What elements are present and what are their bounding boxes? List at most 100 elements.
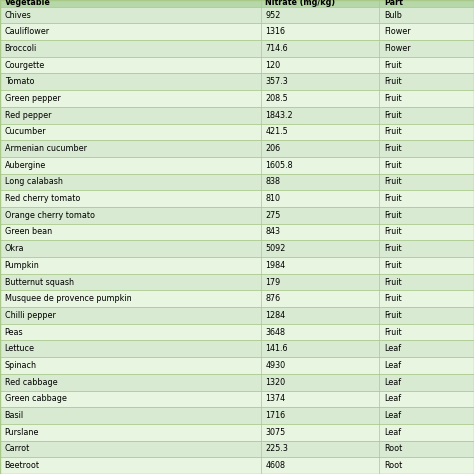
Text: Fruit: Fruit — [384, 77, 401, 86]
Bar — [0, 240, 474, 257]
Text: Cucumber: Cucumber — [5, 128, 46, 137]
Bar — [0, 57, 474, 73]
Text: Basil: Basil — [5, 411, 24, 420]
Text: 3648: 3648 — [265, 328, 285, 337]
Text: 1716: 1716 — [265, 411, 285, 420]
Text: 275: 275 — [265, 211, 281, 220]
Bar — [0, 0, 474, 7]
Text: 952: 952 — [265, 10, 281, 19]
Text: 843: 843 — [265, 228, 281, 237]
Text: Bulb: Bulb — [384, 10, 402, 19]
Text: Cauliflower: Cauliflower — [5, 27, 50, 36]
Text: Fruit: Fruit — [384, 144, 401, 153]
Bar — [0, 257, 474, 273]
Text: Chives: Chives — [5, 10, 31, 19]
Text: 4608: 4608 — [265, 461, 285, 470]
Text: 838: 838 — [265, 177, 281, 186]
Text: Chilli pepper: Chilli pepper — [5, 311, 55, 320]
Text: Leaf: Leaf — [384, 428, 401, 437]
Text: 179: 179 — [265, 278, 281, 287]
Text: Red cabbage: Red cabbage — [5, 378, 57, 387]
Bar — [0, 291, 474, 307]
Text: 1316: 1316 — [265, 27, 285, 36]
Text: Flower: Flower — [384, 27, 410, 36]
Bar — [0, 90, 474, 107]
Bar — [0, 424, 474, 441]
Bar — [0, 374, 474, 391]
Text: Aubergine: Aubergine — [5, 161, 46, 170]
Bar — [0, 391, 474, 407]
Bar — [0, 357, 474, 374]
Text: Nitrate (mg/kg): Nitrate (mg/kg) — [265, 0, 336, 7]
Text: 1374: 1374 — [265, 394, 285, 403]
Text: Fruit: Fruit — [384, 278, 401, 287]
Text: Armenian cucumber: Armenian cucumber — [5, 144, 87, 153]
Text: Peas: Peas — [5, 328, 23, 337]
Text: Red pepper: Red pepper — [5, 110, 51, 119]
Bar — [0, 140, 474, 157]
Text: Green pepper: Green pepper — [5, 94, 61, 103]
Text: Fruit: Fruit — [384, 211, 401, 220]
Text: Fruit: Fruit — [384, 228, 401, 237]
Text: Leaf: Leaf — [384, 344, 401, 353]
Bar — [0, 73, 474, 90]
Text: 3075: 3075 — [265, 428, 286, 437]
Text: Long calabash: Long calabash — [5, 177, 63, 186]
Text: Fruit: Fruit — [384, 244, 401, 253]
Text: 5092: 5092 — [265, 244, 286, 253]
Bar — [0, 7, 474, 23]
Text: Green cabbage: Green cabbage — [5, 394, 67, 403]
Text: Fruit: Fruit — [384, 161, 401, 170]
Bar — [0, 124, 474, 140]
Text: Leaf: Leaf — [384, 394, 401, 403]
Text: Leaf: Leaf — [384, 411, 401, 420]
Text: Fruit: Fruit — [384, 177, 401, 186]
Text: 357.3: 357.3 — [265, 77, 288, 86]
Text: Fruit: Fruit — [384, 94, 401, 103]
Text: Fruit: Fruit — [384, 328, 401, 337]
Bar — [0, 324, 474, 340]
Bar — [0, 407, 474, 424]
Text: 141.6: 141.6 — [265, 344, 288, 353]
Text: Broccoli: Broccoli — [5, 44, 37, 53]
Text: 206: 206 — [265, 144, 281, 153]
Text: 1843.2: 1843.2 — [265, 110, 293, 119]
Text: Purslane: Purslane — [5, 428, 39, 437]
Text: Fruit: Fruit — [384, 294, 401, 303]
Text: Fruit: Fruit — [384, 110, 401, 119]
Text: Lettuce: Lettuce — [5, 344, 35, 353]
Text: Leaf: Leaf — [384, 361, 401, 370]
Text: Part: Part — [384, 0, 403, 7]
Text: Fruit: Fruit — [384, 261, 401, 270]
Bar — [0, 173, 474, 190]
Text: Spinach: Spinach — [5, 361, 37, 370]
Text: 421.5: 421.5 — [265, 128, 288, 137]
Text: 1605.8: 1605.8 — [265, 161, 293, 170]
Text: Root: Root — [384, 461, 402, 470]
Text: Tomato: Tomato — [5, 77, 34, 86]
Text: Butternut squash: Butternut squash — [5, 278, 74, 287]
Text: Fruit: Fruit — [384, 128, 401, 137]
Bar — [0, 40, 474, 57]
Text: Musquee de provence pumpkin: Musquee de provence pumpkin — [5, 294, 131, 303]
Text: Carrot: Carrot — [5, 445, 30, 454]
Text: Vegetable: Vegetable — [5, 0, 51, 7]
Bar — [0, 107, 474, 124]
Text: 810: 810 — [265, 194, 281, 203]
Text: 120: 120 — [265, 61, 281, 70]
Text: 876: 876 — [265, 294, 281, 303]
Bar — [0, 157, 474, 173]
Text: Leaf: Leaf — [384, 378, 401, 387]
Bar — [0, 190, 474, 207]
Bar — [0, 273, 474, 291]
Text: Fruit: Fruit — [384, 61, 401, 70]
Text: Okra: Okra — [5, 244, 24, 253]
Text: Root: Root — [384, 445, 402, 454]
Text: Beetroot: Beetroot — [5, 461, 40, 470]
Bar — [0, 224, 474, 240]
Text: 1320: 1320 — [265, 378, 285, 387]
Text: Red cherry tomato: Red cherry tomato — [5, 194, 80, 203]
Text: Orange cherry tomato: Orange cherry tomato — [5, 211, 95, 220]
Bar — [0, 207, 474, 224]
Text: 1284: 1284 — [265, 311, 285, 320]
